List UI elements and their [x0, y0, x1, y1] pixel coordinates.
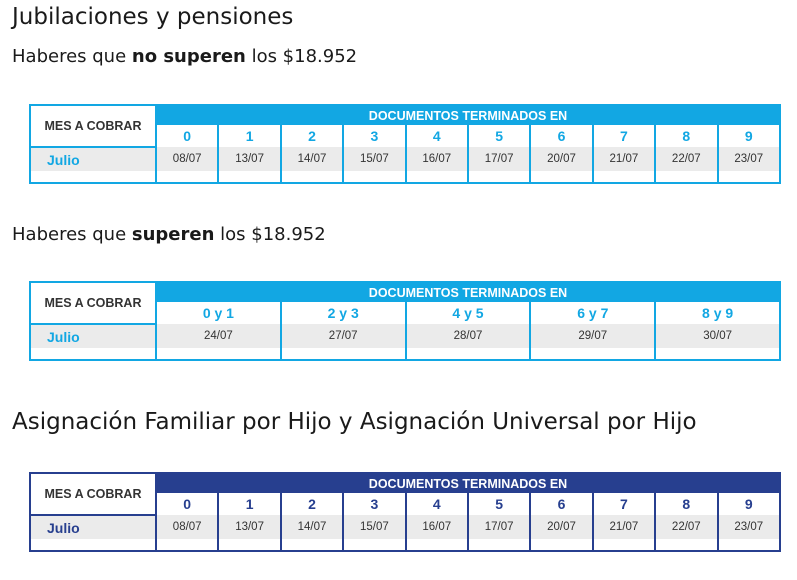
digit-header: 0	[154, 125, 220, 147]
digit-header: 6	[529, 125, 594, 147]
subtitle-prefix: Haberes que	[12, 224, 132, 245]
mes-a-cobrar-header: MES A COBRAR	[29, 281, 157, 325]
payment-date: 24/07	[155, 324, 282, 348]
payment-date: 17/07	[466, 147, 532, 171]
payment-date: 22/07	[654, 515, 719, 539]
digit-header: 1	[217, 493, 282, 515]
digit-header: 7	[591, 125, 657, 147]
payment-date: 16/07	[404, 147, 469, 171]
subtitle-bold: superen	[131, 224, 215, 245]
payment-date: 16/07	[404, 515, 469, 539]
payment-date: 15/07	[342, 147, 407, 171]
documentos-banner: DOCUMENTOS TERMINADOS EN	[155, 473, 781, 493]
payment-date: 29/07	[529, 324, 657, 348]
digit-header: 4	[404, 125, 469, 147]
payment-date: 08/07	[154, 515, 220, 539]
digit-header: 4	[404, 493, 469, 515]
month-label: Julio	[29, 515, 157, 539]
payment-date: 20/07	[529, 147, 594, 171]
payment-date: 13/07	[217, 147, 282, 171]
payment-date: 23/07	[716, 147, 782, 171]
digit-header: 1	[217, 125, 282, 147]
payment-date: 13/07	[217, 515, 282, 539]
digit-header: 3	[342, 125, 407, 147]
digit-header: 8	[654, 493, 719, 515]
documentos-banner: DOCUMENTOS TERMINADOS EN	[155, 282, 781, 302]
digit-header: 5	[466, 493, 532, 515]
month-label: Julio	[29, 147, 157, 171]
payment-date: 17/07	[466, 515, 532, 539]
payment-date: 30/07	[654, 324, 781, 348]
schedule-table-superen: MES A COBRAR DOCUMENTOS TERMINADOS EN 0 …	[29, 281, 781, 361]
subtitle-superen: Haberes que superen los $18.952	[12, 224, 326, 245]
digit-header: 4 y 5	[404, 302, 532, 324]
digit-header: 7	[591, 493, 657, 515]
digit-header: 5	[466, 125, 532, 147]
documentos-banner: DOCUMENTOS TERMINADOS EN	[155, 105, 781, 125]
payment-date: 28/07	[404, 324, 532, 348]
month-label: Julio	[29, 324, 157, 348]
payment-date: 15/07	[342, 515, 407, 539]
digit-header: 0	[154, 493, 220, 515]
subtitle-suffix: los $18.952	[245, 46, 358, 67]
payment-date: 20/07	[529, 515, 594, 539]
section-title-jubilaciones: Jubilaciones y pensiones	[12, 4, 294, 30]
digit-header: 9	[716, 125, 782, 147]
subtitle-prefix: Haberes que	[12, 46, 132, 67]
subtitle-suffix: los $18.952	[214, 224, 326, 245]
mes-a-cobrar-header: MES A COBRAR	[29, 472, 157, 516]
payment-date: 21/07	[591, 147, 657, 171]
payment-date: 27/07	[279, 324, 407, 348]
digit-header: 6 y 7	[529, 302, 657, 324]
payment-date: 23/07	[716, 515, 782, 539]
section-title-asignacion: Asignación Familiar por Hijo y Asignació…	[12, 409, 697, 435]
subtitle-no-superen: Haberes que no superen los $18.952	[12, 46, 357, 67]
payment-date: 14/07	[279, 515, 345, 539]
payment-date: 21/07	[591, 515, 657, 539]
digit-header: 9	[716, 493, 782, 515]
digit-header: 0 y 1	[155, 302, 282, 324]
digit-header: 3	[342, 493, 407, 515]
subtitle-bold: no superen	[131, 46, 246, 67]
digit-header: 8	[654, 125, 719, 147]
digit-header: 6	[529, 493, 594, 515]
payment-date: 22/07	[654, 147, 719, 171]
digit-header: 8 y 9	[654, 302, 781, 324]
payment-date: 14/07	[279, 147, 345, 171]
digit-header: 2 y 3	[279, 302, 407, 324]
digit-header: 2	[279, 125, 345, 147]
mes-a-cobrar-header: MES A COBRAR	[29, 104, 157, 148]
digit-header: 2	[279, 493, 345, 515]
payment-date: 08/07	[154, 147, 220, 171]
